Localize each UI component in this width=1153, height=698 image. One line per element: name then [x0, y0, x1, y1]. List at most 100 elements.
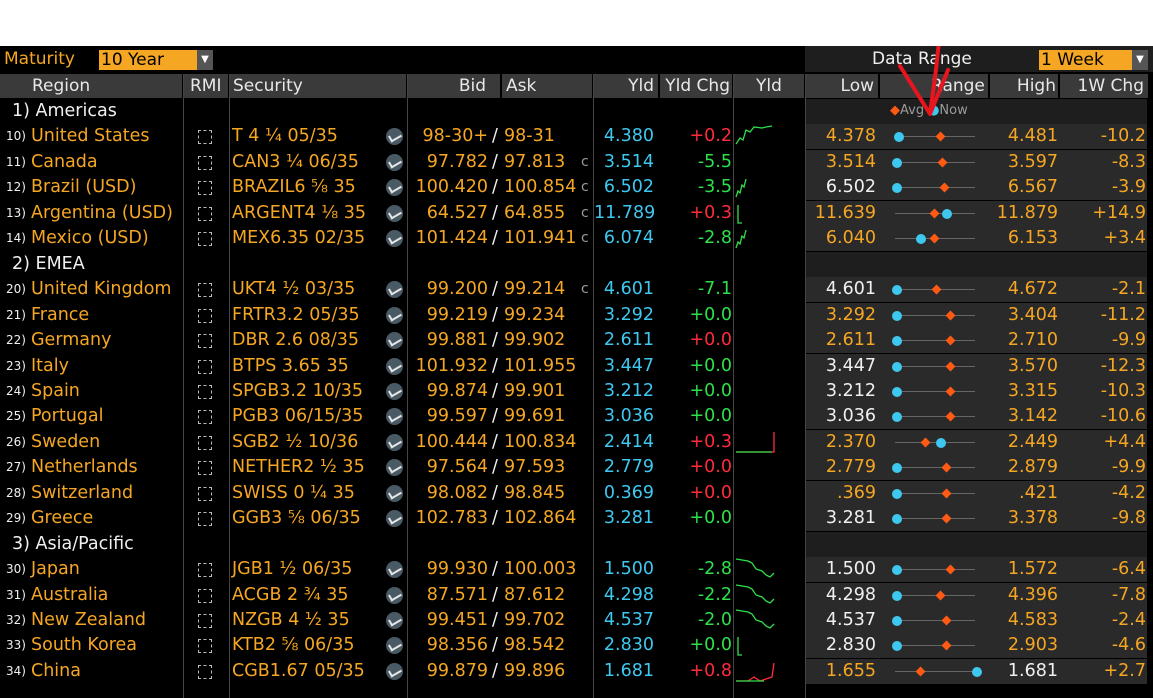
rmi-icon[interactable] — [198, 181, 212, 196]
table-row[interactable]: 32) New Zealand NZGB 4 ½ 35 99.451/ 99.702 4.… — [0, 608, 1153, 633]
chart-icon[interactable] — [386, 230, 403, 248]
rmi-icon[interactable] — [198, 334, 212, 349]
security-name[interactable]: ARGENT4 ⅛ 35 — [232, 202, 367, 223]
chart-icon[interactable] — [386, 357, 403, 375]
security-name[interactable]: CGB1.67 05/35 — [232, 660, 365, 681]
region-name[interactable]: Germany — [31, 330, 112, 351]
region-name[interactable]: Brazil (USD) — [31, 177, 137, 198]
chart-icon[interactable] — [386, 510, 403, 528]
rmi-icon[interactable] — [198, 461, 212, 476]
region-name[interactable]: Mexico (USD) — [31, 228, 149, 249]
col-header-yld[interactable]: Yld — [594, 74, 658, 98]
region-name[interactable]: South Korea — [31, 635, 138, 656]
region-name[interactable]: New Zealand — [31, 610, 146, 630]
table-row[interactable]: 29) Greece GGB3 ⅝ 06/35 102.783/ 102.864 3.28… — [0, 506, 1153, 532]
security-name[interactable]: NZGB 4 ½ 35 — [232, 610, 350, 630]
col-header-low[interactable]: Low — [806, 74, 878, 98]
security-name[interactable]: DBR 2.6 08/35 — [232, 330, 360, 351]
chart-icon[interactable] — [386, 586, 403, 604]
rmi-icon[interactable] — [198, 283, 212, 298]
col-header-yld-chart[interactable]: Yld — [734, 74, 804, 98]
rmi-icon[interactable] — [198, 206, 212, 221]
region-name[interactable]: Portugal — [31, 406, 104, 427]
security-name[interactable]: NETHER2 ½ 35 — [232, 457, 365, 478]
col-header-high[interactable]: High — [990, 74, 1058, 98]
table-row[interactable]: 30) Japan JGB1 ½ 06/35 99.930/ 100.003 1.500 -… — [0, 557, 1153, 583]
col-header-1w-chg[interactable]: 1W Chg — [1060, 74, 1148, 98]
chart-icon[interactable] — [386, 179, 403, 197]
security-name[interactable]: KTB2 ⅝ 06/35 — [232, 635, 355, 656]
col-header-bid[interactable]: Bid — [408, 74, 500, 98]
chart-icon[interactable] — [386, 662, 403, 680]
chart-icon[interactable] — [386, 637, 403, 655]
region-name[interactable]: Switzerland — [31, 482, 134, 503]
chart-icon[interactable] — [386, 153, 403, 171]
security-name[interactable]: MEX6.35 02/35 — [232, 228, 366, 249]
security-name[interactable]: SWISS 0 ¼ 35 — [232, 482, 355, 503]
rmi-icon[interactable] — [198, 664, 212, 679]
rmi-icon[interactable] — [198, 588, 212, 603]
chart-icon[interactable] — [386, 561, 403, 579]
col-header-ask[interactable]: Ask — [502, 74, 592, 98]
table-row[interactable]: 10) United States T 4 ¼ 05/35 98-30+/ 98-31 4… — [0, 124, 1153, 150]
rmi-icon[interactable] — [198, 130, 212, 145]
chart-icon[interactable] — [386, 382, 403, 400]
security-name[interactable]: SPGB3.2 10/35 — [232, 380, 364, 401]
region-name[interactable]: Italy — [31, 355, 69, 376]
table-row[interactable]: 26) Sweden SGB2 ½ 10/36 100.444/ 100.834 2.41… — [0, 429, 1153, 455]
region-name[interactable]: Japan — [31, 559, 80, 580]
chart-icon[interactable] — [386, 128, 403, 146]
region-name[interactable]: China — [31, 660, 81, 681]
security-name[interactable]: ACGB 2 ¾ 35 — [232, 584, 349, 605]
maturity-dropdown[interactable]: 10 Year — [99, 50, 198, 70]
region-name[interactable]: Netherlands — [31, 457, 138, 478]
rmi-icon[interactable] — [198, 486, 212, 501]
rmi-icon[interactable] — [198, 155, 212, 170]
table-row[interactable]: 12) Brazil (USD) BRAZIL6 ⅝ 35 100.420/ 100.8… — [0, 175, 1153, 201]
rmi-icon[interactable] — [198, 232, 212, 247]
col-header-yld-chg[interactable]: Yld Chg — [660, 74, 732, 98]
table-row[interactable]: 14) Mexico (USD) MEX6.35 02/35 101.424/ 101.… — [0, 226, 1153, 252]
table-row[interactable]: 21) France FRTR3.2 05/35 99.219/ 99.234 3.292… — [0, 302, 1153, 328]
table-row[interactable]: 13) Argentina (USD) ARGENT4 ⅛ 35 64.527/ 64.… — [0, 200, 1153, 226]
table-row[interactable]: 34) China CGB1.67 05/35 99.879/ 99.896 1.681 +… — [0, 658, 1153, 684]
security-name[interactable]: CAN3 ¼ 06/35 — [232, 151, 359, 172]
chart-icon[interactable] — [386, 332, 403, 350]
security-name[interactable]: BTPS 3.65 35 — [232, 355, 349, 376]
rmi-icon[interactable] — [198, 359, 212, 374]
data-range-dropdown[interactable]: 1 Week — [1039, 50, 1133, 70]
region-name[interactable]: France — [31, 304, 90, 325]
table-row[interactable]: 11) Canada CAN3 ¼ 06/35 97.782/ 97.813 c 3.514… — [0, 149, 1153, 175]
col-header-rmi[interactable]: RMI — [184, 74, 228, 98]
rmi-icon[interactable] — [198, 384, 212, 399]
region-name[interactable]: Sweden — [31, 431, 101, 452]
chart-icon[interactable] — [386, 612, 403, 629]
col-header-region[interactable]: Region — [0, 74, 182, 98]
table-row[interactable]: 31) Australia ACGB 2 ¾ 35 87.571/ 87.612 4.29… — [0, 582, 1153, 608]
security-name[interactable]: T 4 ¼ 05/35 — [232, 126, 338, 147]
security-name[interactable]: JGB1 ½ 06/35 — [232, 559, 353, 580]
rmi-icon[interactable] — [198, 410, 212, 425]
chart-icon[interactable] — [386, 433, 403, 451]
table-row[interactable]: 24) Spain SPGB3.2 10/35 99.874/ 99.901 3.212 +… — [0, 378, 1153, 404]
rmi-icon[interactable] — [198, 512, 212, 527]
table-row[interactable]: 23) Italy BTPS 3.65 35 101.932/ 101.955 3.447… — [0, 353, 1153, 379]
chart-icon[interactable] — [386, 204, 403, 222]
table-row[interactable]: 27) Netherlands NETHER2 ½ 35 97.564/ 97.593 2… — [0, 455, 1153, 481]
security-name[interactable]: FRTR3.2 05/35 — [232, 304, 360, 325]
rmi-icon[interactable] — [198, 435, 212, 450]
region-name[interactable]: United States — [31, 126, 150, 147]
chart-icon[interactable] — [386, 306, 403, 324]
data-range-dropdown-arrow-icon[interactable]: ▼ — [1132, 50, 1148, 70]
rmi-icon[interactable] — [198, 563, 212, 578]
table-row[interactable]: 28) Switzerland SWISS 0 ¼ 35 98.082/ 98.845 0… — [0, 480, 1153, 506]
security-name[interactable]: PGB3 06/15/35 — [232, 406, 364, 427]
region-name[interactable]: Canada — [31, 151, 98, 172]
chart-icon[interactable] — [386, 408, 403, 426]
chart-icon[interactable] — [386, 459, 403, 477]
security-name[interactable]: BRAZIL6 ⅝ 35 — [232, 177, 356, 198]
region-name[interactable]: Greece — [31, 508, 94, 529]
region-name[interactable]: Spain — [31, 380, 80, 401]
col-header-security[interactable]: Security — [230, 74, 406, 98]
region-name[interactable]: Australia — [31, 584, 109, 605]
